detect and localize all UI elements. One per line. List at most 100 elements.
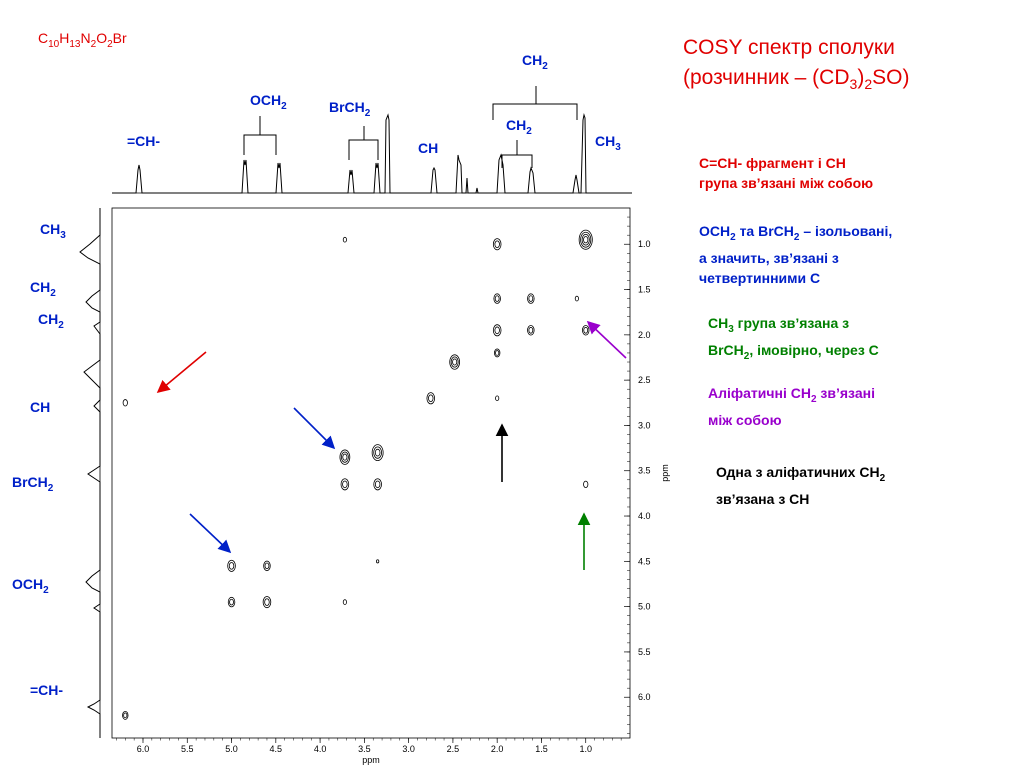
arrow-blue-brch2 (293, 407, 336, 450)
left-label-ch2-a: CH2 (30, 279, 56, 299)
arrow-blue-och2 (189, 513, 232, 554)
cross-peak-contour (583, 480, 589, 488)
left-label-och2: OCH2 (12, 576, 49, 596)
cross-peak (339, 449, 351, 465)
cross-peak-contour (527, 325, 535, 336)
cross-peak (227, 596, 236, 608)
cross-peak-contour (228, 562, 235, 570)
cross-peak (493, 293, 501, 304)
top-label-vinyl-ch: =CH- (127, 133, 161, 149)
top-label-och2: OCH2 (250, 92, 287, 112)
cross-peak-contour (494, 348, 501, 358)
top-label-ch2-inner: CH2 (506, 117, 532, 137)
top-label-brch2: BrCH2 (329, 99, 371, 119)
cross-peak-contour (581, 233, 590, 246)
top-label-ch2-outer: CH2 (522, 52, 548, 72)
y-tick-label: 1.5 (638, 285, 651, 295)
cross-peak-contour (492, 324, 502, 337)
cross-peak (527, 325, 535, 336)
cross-peak-contour (122, 710, 129, 720)
cross-peak-contour (528, 327, 534, 334)
cross-peak (342, 236, 347, 243)
annotation-arrows (156, 320, 627, 570)
arrow-purple (586, 320, 627, 359)
note-ch2-ch-coupling: Одна з аліфатичних CH2 зв’язана з CH (716, 464, 886, 507)
top-brackets (243, 86, 578, 168)
cross-peak-contour (342, 480, 348, 489)
y-tick-label: 4.5 (638, 556, 651, 566)
cross-peak (376, 559, 380, 564)
x-tick-label: 1.0 (579, 744, 592, 754)
x-tick-label: 3.5 (358, 744, 371, 754)
top-label-ch3: CH3 (595, 133, 621, 153)
left-label-brch2: BrCH2 (12, 474, 54, 494)
y-tick-label: 3.0 (638, 420, 651, 430)
cross-peak-contour (264, 598, 270, 606)
cross-peak (574, 295, 579, 302)
x-axis: 6.0 5.5 5.0 4.5 4.0 3.5 3.0 2.5 2.0 1.5 1.0 (116, 738, 622, 754)
cross-peak (122, 399, 128, 407)
cross-peak-contour (262, 596, 272, 609)
cross-peak-contour (263, 560, 271, 572)
cross-peak (263, 560, 271, 572)
cross-peak-contour (373, 446, 382, 459)
top-1d-spectrum (112, 113, 632, 194)
note-aliphatic-ch2: Аліфатичні CH2 зв’язані між собою (708, 385, 875, 428)
cross-peak (262, 596, 272, 609)
left-1d-spectrum (79, 208, 101, 738)
cross-peak-contour (452, 358, 458, 366)
y-tick-label: 4.0 (638, 511, 651, 521)
cross-peak-contour (494, 295, 500, 302)
cross-peak-contour (123, 712, 128, 719)
cross-peak-contour (583, 236, 589, 244)
cross-peak-contour (495, 350, 500, 356)
cross-peak-contour (449, 354, 461, 370)
y-tick-label: 3.5 (638, 466, 651, 476)
y-axis: 1.0 1.5 2.0 2.5 3.0 3.5 4.0 4.5 5.0 5.5 6.0 (624, 216, 651, 734)
cross-peak-contour (227, 559, 236, 572)
cross-peak-contour (428, 394, 434, 403)
cross-peak-contour (376, 559, 380, 564)
cross-peak-contour (494, 326, 500, 335)
cross-peak (342, 599, 347, 605)
x-tick-label: 5.0 (225, 744, 238, 754)
cross-peak-contour (339, 449, 351, 465)
cross-peak-contour (574, 295, 579, 302)
cross-peak-contour (227, 596, 236, 608)
y-tick-label: 2.5 (638, 375, 651, 385)
cross-peak-contour (229, 598, 234, 606)
y-tick-label: 2.0 (638, 330, 651, 340)
left-label-vinyl-ch: =CH- (30, 682, 64, 698)
note-isolated-groups: OCH2 та BrCH2 – ізольовані, а значить, з… (699, 223, 893, 286)
cross-peak (578, 229, 593, 250)
x-tick-label: 6.0 (137, 744, 150, 754)
x-axis-label: ppm (362, 755, 380, 765)
x-tick-label: 2.0 (491, 744, 504, 754)
top-label-ch: CH (418, 140, 439, 156)
note-ch3-coupling: CH3 група зв’язана з BrCH2, імовірно, че… (708, 315, 879, 362)
cross-peak (371, 444, 384, 462)
cross-peak (527, 293, 535, 304)
note-vinyl-ch: C=CH- фрагмент і CH група зв’язані між с… (699, 155, 874, 191)
cross-peak-contour (426, 392, 436, 405)
x-tick-label: 1.5 (535, 744, 548, 754)
left-label-ch: CH (30, 399, 51, 415)
cross-peak-contour (450, 356, 459, 368)
cross-peak (449, 354, 461, 370)
cross-peak-contour (373, 478, 382, 491)
cross-peak-contour (527, 293, 535, 304)
slide-title: COSY спектр сполуки (розчинник – (CD3)2S… (683, 36, 910, 93)
cross-peak (583, 480, 589, 488)
y-tick-label: 1.0 (638, 239, 651, 249)
cross-peak-contour (583, 327, 589, 334)
cross-peak-contour (495, 395, 500, 402)
cross-peaks (122, 229, 593, 720)
cross-peak (227, 559, 236, 572)
cross-peak-contour (493, 293, 501, 304)
cross-peak-contour (342, 453, 348, 461)
cross-peak (122, 710, 129, 720)
x-tick-label: 3.0 (402, 744, 415, 754)
cross-peak-contour (340, 451, 349, 463)
cross-peak (492, 324, 502, 337)
y-tick-label: 5.5 (638, 647, 651, 657)
